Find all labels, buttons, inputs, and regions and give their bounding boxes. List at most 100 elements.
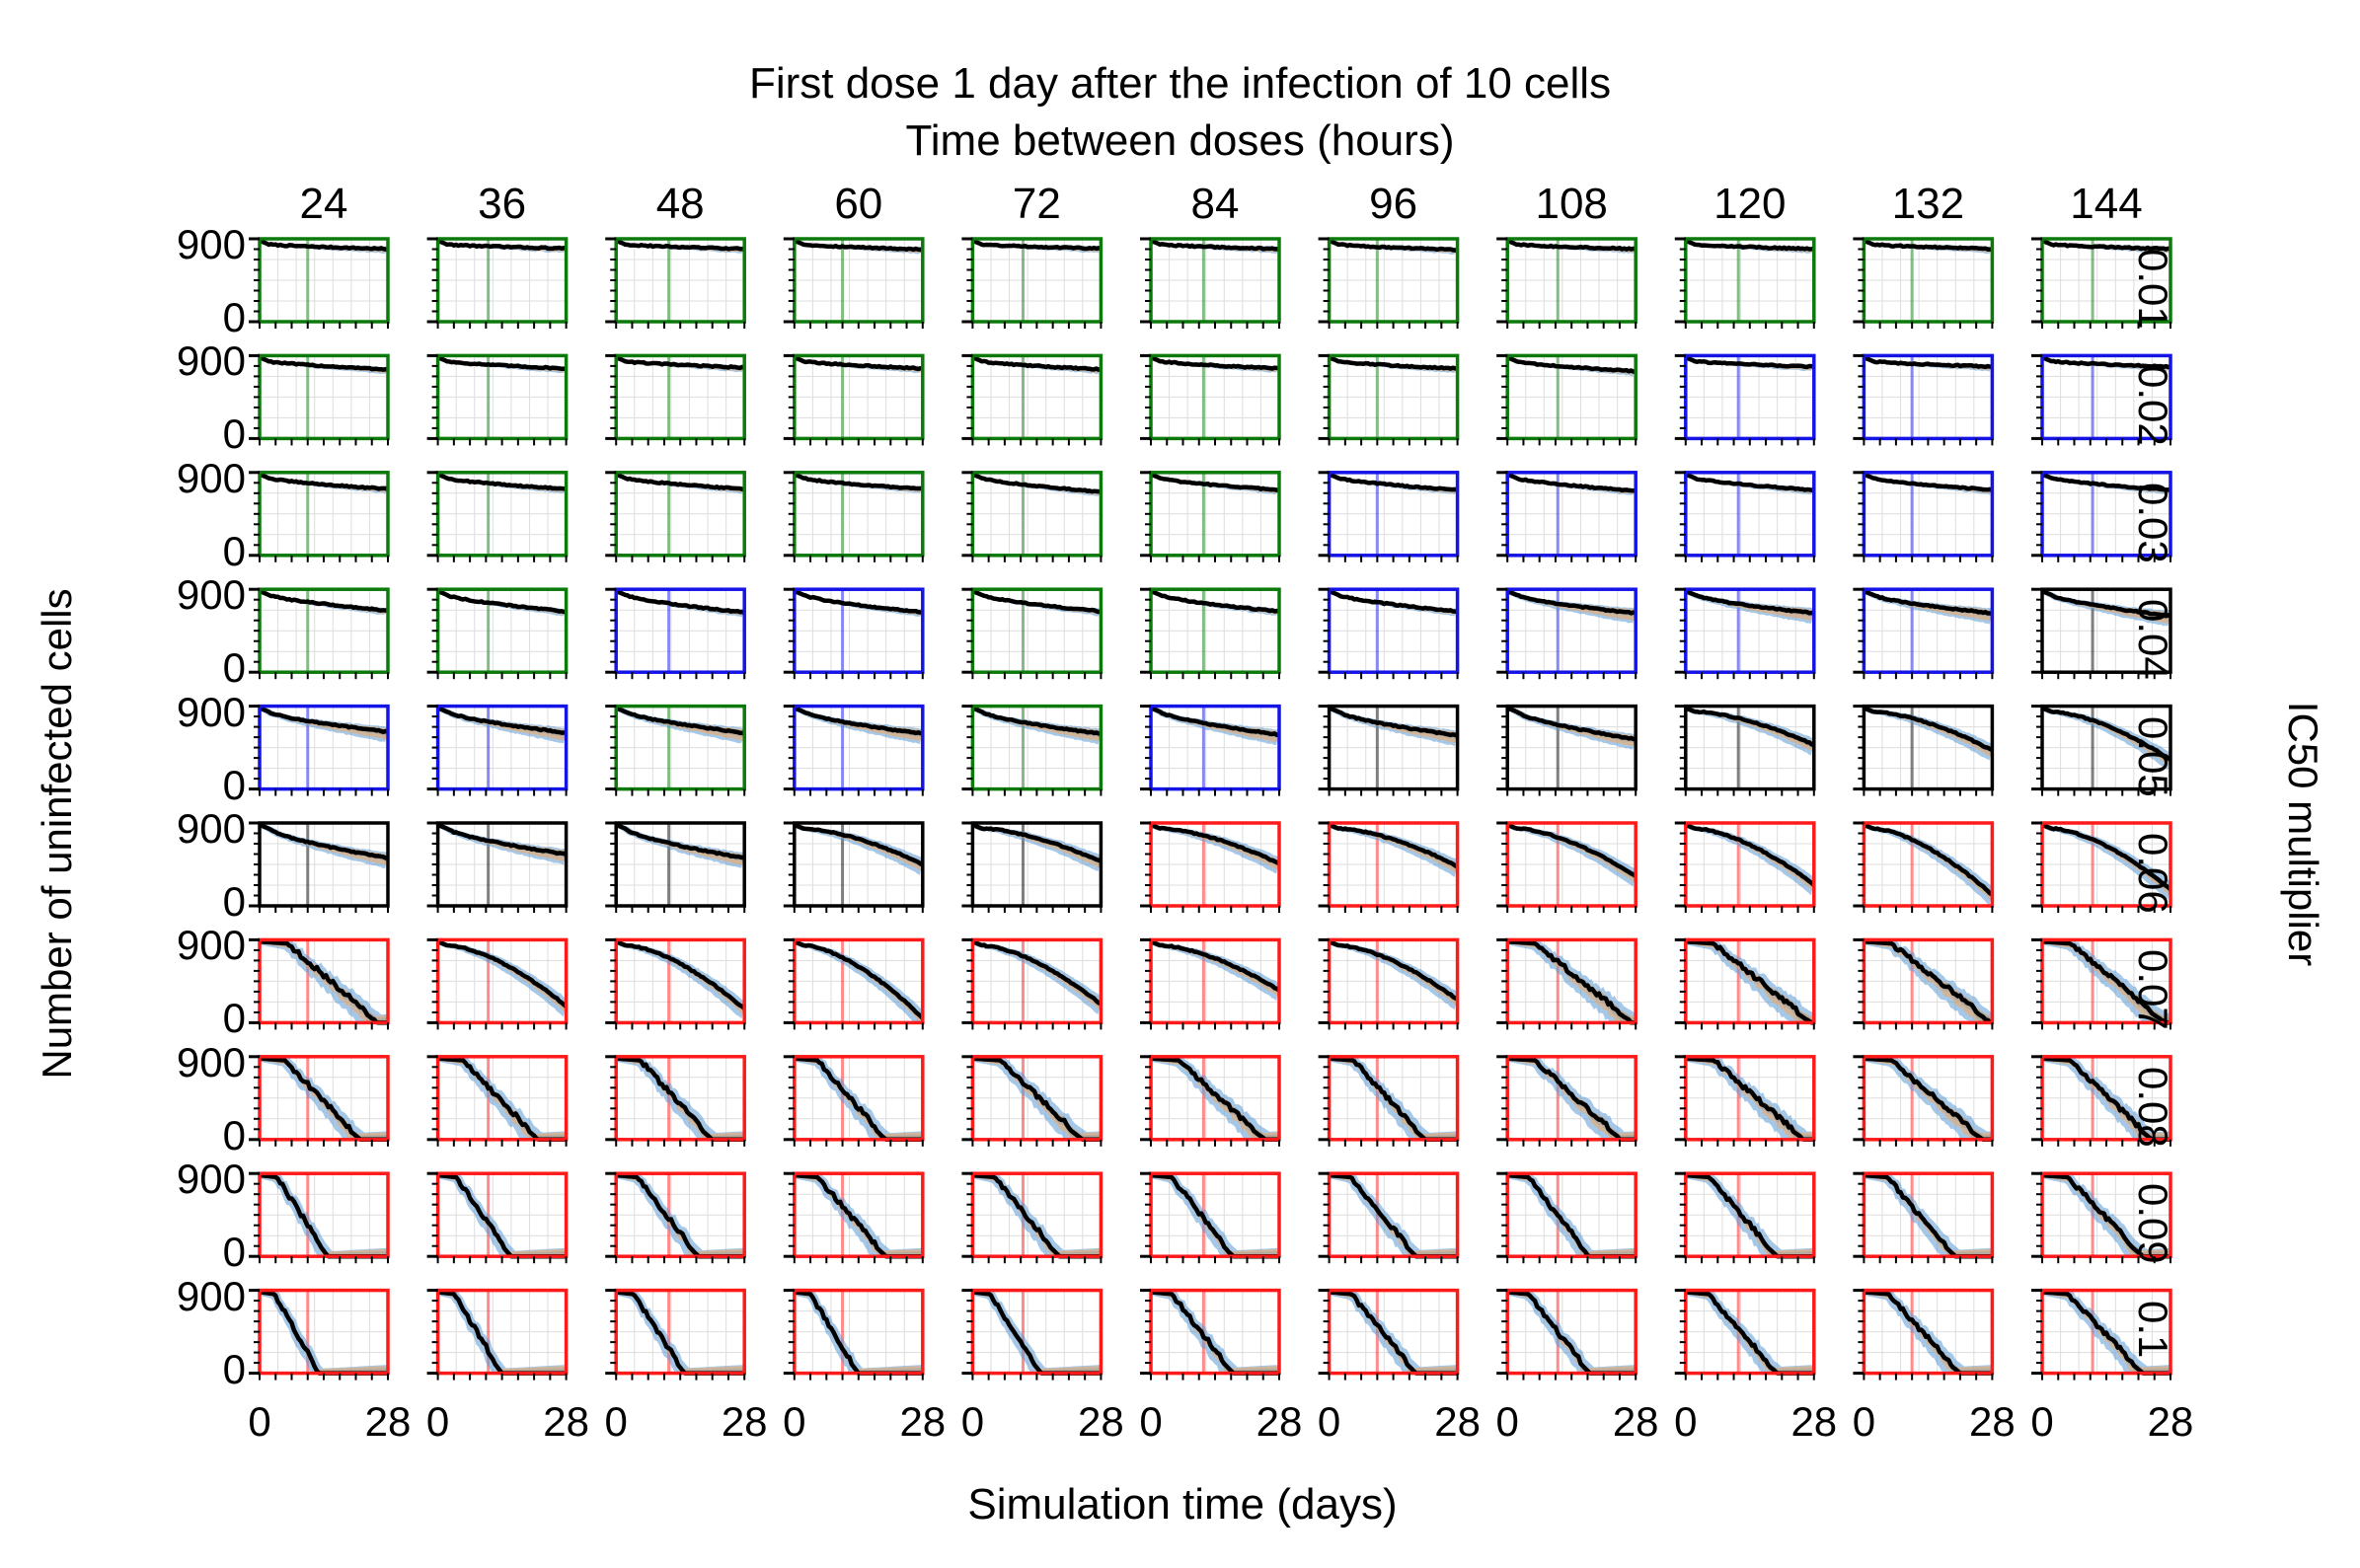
subplot-r0-c2: [605, 237, 746, 329]
median-line: [259, 238, 389, 252]
subplot-r8-c0: [249, 1171, 390, 1264]
y-tick-label-max: 900: [176, 688, 246, 735]
median-line: [2041, 706, 2172, 762]
band-blue: [1151, 824, 1279, 874]
subplot-r0-c1: [426, 237, 569, 329]
y-tick-label-min: 0: [222, 995, 246, 1042]
subplot-r4-c7: [1496, 704, 1637, 796]
band-orange: [1685, 824, 1814, 894]
subplot-r7-c7: [1496, 1055, 1637, 1147]
column-label: 132: [1891, 180, 1965, 228]
row-label: 0.06: [2130, 833, 2176, 914]
median-line: [436, 472, 567, 491]
row-label: 0.03: [2130, 482, 2176, 563]
subplot-r8-c2: [605, 1171, 746, 1264]
median-line: [971, 238, 1102, 252]
subplot-r9-c0: [249, 1288, 390, 1381]
band-blue: [972, 1291, 1102, 1374]
band-blue: [794, 1173, 923, 1257]
median-line: [793, 939, 925, 1020]
median-line: [436, 588, 567, 615]
x-tick-label-min: 0: [425, 1398, 450, 1445]
subplot-r4-c6: [1318, 704, 1460, 796]
median-line: [1506, 706, 1637, 742]
x-tick-label-max: 28: [543, 1398, 589, 1445]
subplot-r0-c9: [1853, 237, 1995, 329]
median-line: [1328, 355, 1458, 371]
subplot-r7-c2: [605, 1055, 746, 1147]
subplot-r0-c0: [249, 237, 390, 329]
median-line: [1150, 588, 1280, 614]
median-line: [1863, 355, 1993, 370]
band-orange: [616, 1173, 745, 1257]
median-line: [2041, 822, 2172, 891]
subplot-r2-c8: [1674, 471, 1816, 562]
median-line: [615, 588, 746, 616]
median-line: [2041, 1056, 2170, 1143]
subplot-r9-c1: [426, 1288, 569, 1381]
median-line: [2041, 939, 2170, 1025]
subplot-r6-c2: [605, 937, 746, 1030]
band-blue: [1685, 1173, 1814, 1257]
median-line: [1506, 355, 1637, 375]
band-orange: [1151, 1173, 1279, 1257]
median-line: [1507, 939, 1637, 1025]
subplot-r7-c6: [1318, 1055, 1460, 1147]
band-blue: [972, 1173, 1102, 1257]
median-line: [1684, 822, 1816, 887]
x-tick-label-min: 0: [1317, 1398, 1341, 1445]
subplot-r1-c10: [2031, 353, 2172, 446]
median-line: [793, 355, 924, 372]
median-line: [1684, 355, 1815, 370]
median-line: [436, 706, 567, 736]
subplot-r6-c0: [249, 937, 390, 1030]
band-blue: [1151, 940, 1279, 1002]
subplot-r4-c2: [605, 704, 746, 796]
subplot-r5-c9: [1853, 821, 1995, 913]
median-line: [1684, 588, 1815, 616]
subplot-r3-c2: [605, 587, 746, 680]
subplot-r8-c7: [1496, 1171, 1637, 1264]
subplot-r5-c10: [2031, 821, 2172, 913]
band-orange: [972, 940, 1102, 1012]
row-label: 0.04: [2130, 599, 2176, 680]
subplot-r4-c9: [1853, 704, 1995, 796]
median-line: [1864, 1056, 1993, 1143]
subplot-r0-c3: [783, 237, 925, 329]
y-tick-label-max: 900: [176, 1272, 246, 1319]
right-axis-title: IC50 multiplier: [2280, 701, 2326, 967]
subplot-r5-c1: [426, 821, 569, 913]
subplot-r7-c10: [2031, 1055, 2172, 1147]
median-line: [972, 1056, 1102, 1143]
subplot-r5-c3: [783, 821, 925, 913]
subplot-r6-c4: [961, 937, 1104, 1030]
median-line: [259, 472, 390, 492]
subplot-r1-c1: [426, 353, 569, 446]
band-blue: [1864, 707, 1993, 761]
median-line: [436, 355, 568, 372]
row-label: 0.1: [2130, 1300, 2176, 1358]
median-line: [971, 472, 1102, 494]
band-gray: [1507, 940, 1637, 1023]
subplot-r5-c2: [605, 821, 746, 913]
median-line: [1328, 822, 1459, 869]
median-line: [259, 588, 389, 613]
subplot-r2-c5: [1140, 471, 1281, 562]
band-orange: [1864, 824, 1993, 903]
subplot-r7-c9: [1853, 1055, 1995, 1147]
x-tick-label-max: 28: [364, 1398, 412, 1445]
subplot-r3-c7: [1496, 587, 1637, 680]
y-tick-label-min: 0: [222, 411, 246, 458]
x-tick-label-max: 28: [1256, 1398, 1303, 1445]
band-orange: [616, 940, 745, 1017]
subplot-r0-c5: [1140, 237, 1281, 329]
band-blue: [794, 1291, 923, 1374]
x-tick-label-max: 28: [899, 1398, 947, 1445]
band-blue: [1864, 1291, 1993, 1374]
y-tick-label-max: 900: [176, 337, 246, 385]
band-blue: [794, 940, 923, 1023]
subplot-r7-c8: [1674, 1055, 1816, 1147]
subplot-r6-c8: [1674, 937, 1816, 1030]
row-label: 0.05: [2130, 715, 2176, 797]
band-blue: [1329, 824, 1458, 877]
